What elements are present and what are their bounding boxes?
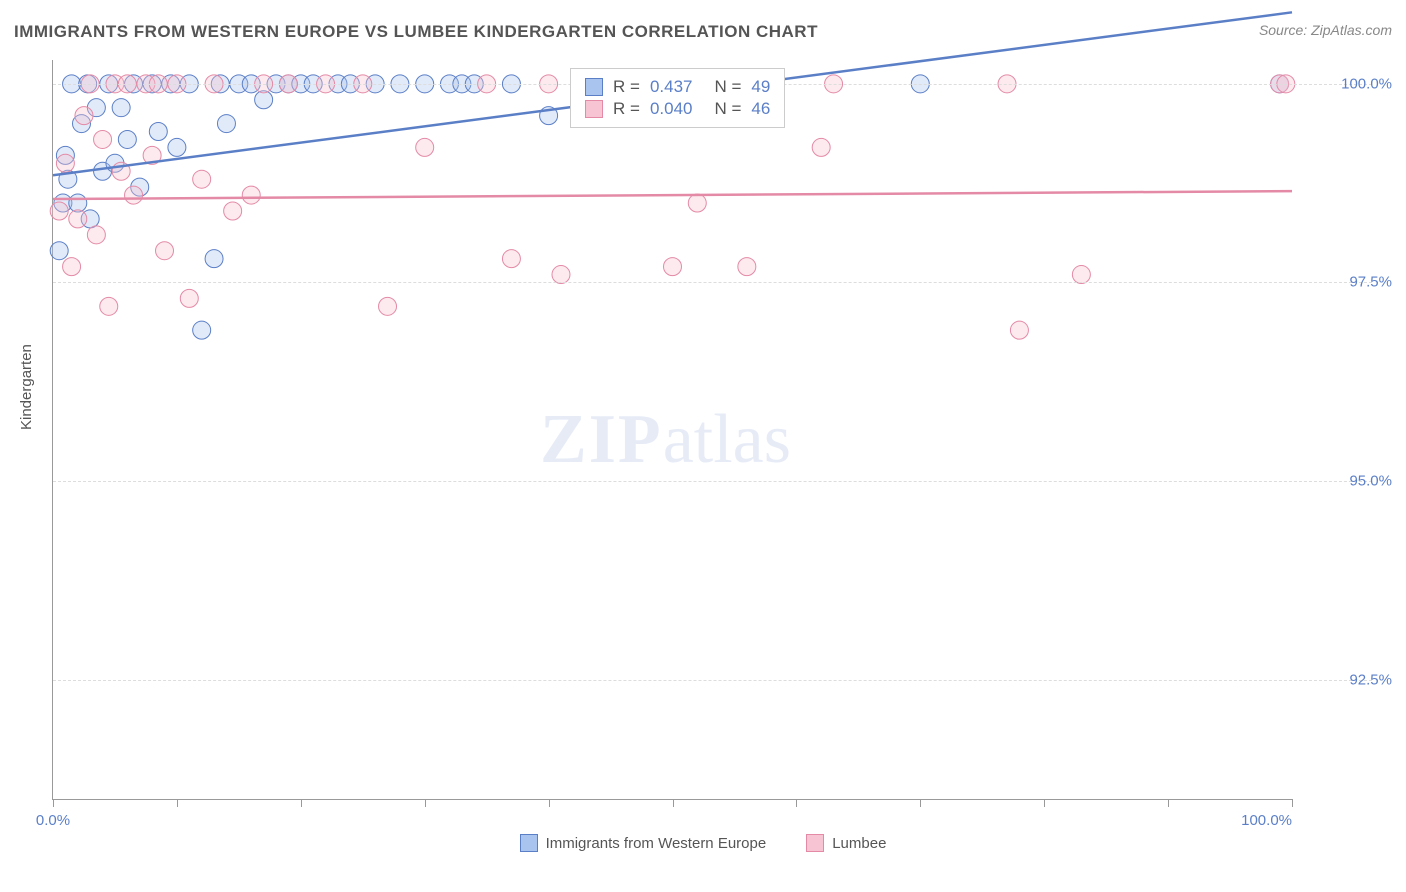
ytick-label: 95.0% — [1302, 473, 1392, 490]
data-point — [75, 107, 93, 125]
data-point — [379, 297, 397, 315]
xtick — [673, 799, 674, 807]
bottom-legend: Immigrants from Western Europe Lumbee — [0, 834, 1406, 852]
n-label: N = — [714, 99, 741, 119]
data-point — [255, 91, 273, 109]
data-point — [1072, 266, 1090, 284]
data-point — [502, 250, 520, 268]
xtick — [1292, 799, 1293, 807]
r-label: R = — [613, 77, 640, 97]
y-axis-label: Kindergarten — [18, 344, 35, 430]
r-value-series2: 0.040 — [650, 99, 693, 119]
source-attribution: Source: ZipAtlas.com — [1259, 22, 1392, 38]
chart-title: IMMIGRANTS FROM WESTERN EUROPE VS LUMBEE… — [14, 22, 818, 42]
plot-svg — [53, 60, 1292, 799]
legend-label-series1: Immigrants from Western Europe — [546, 835, 767, 852]
gridline — [53, 282, 1372, 283]
data-point — [125, 186, 143, 204]
n-value-series2: 46 — [751, 99, 770, 119]
data-point — [205, 250, 223, 268]
data-point — [156, 242, 174, 260]
stats-legend-box: R = 0.437 N = 49 R = 0.040 N = 46 — [570, 68, 785, 128]
data-point — [193, 321, 211, 339]
data-point — [50, 242, 68, 260]
xtick — [53, 799, 54, 807]
legend-item-series2: Lumbee — [806, 834, 886, 852]
swatch-series1 — [585, 78, 603, 96]
data-point — [63, 258, 81, 276]
data-point — [1010, 321, 1028, 339]
xtick — [796, 799, 797, 807]
data-point — [180, 289, 198, 307]
stats-row-series2: R = 0.040 N = 46 — [585, 99, 770, 119]
legend-label-series2: Lumbee — [832, 835, 886, 852]
regression-line — [53, 191, 1292, 199]
chart-container: IMMIGRANTS FROM WESTERN EUROPE VS LUMBEE… — [0, 0, 1406, 892]
data-point — [149, 123, 167, 141]
n-value-series1: 49 — [751, 77, 770, 97]
data-point — [416, 138, 434, 156]
data-point — [242, 186, 260, 204]
data-point — [100, 297, 118, 315]
swatch-icon — [806, 834, 824, 852]
data-point — [56, 154, 74, 172]
data-point — [812, 138, 830, 156]
data-point — [217, 115, 235, 133]
n-label: N = — [714, 77, 741, 97]
xtick — [549, 799, 550, 807]
data-point — [69, 194, 87, 212]
xtick — [1044, 799, 1045, 807]
legend-item-series1: Immigrants from Western Europe — [520, 834, 767, 852]
data-point — [112, 99, 130, 117]
data-point — [118, 130, 136, 148]
data-point — [50, 202, 68, 220]
data-point — [94, 130, 112, 148]
data-point — [168, 138, 186, 156]
data-point — [193, 170, 211, 188]
xtick-label: 100.0% — [1241, 812, 1292, 829]
data-point — [738, 258, 756, 276]
gridline — [53, 481, 1372, 482]
data-point — [688, 194, 706, 212]
r-value-series1: 0.437 — [650, 77, 693, 97]
plot-area: 92.5%95.0%97.5%100.0%0.0%100.0% — [52, 60, 1292, 800]
data-point — [87, 226, 105, 244]
gridline — [53, 680, 1372, 681]
xtick — [425, 799, 426, 807]
data-point — [664, 258, 682, 276]
swatch-series2 — [585, 100, 603, 118]
swatch-icon — [520, 834, 538, 852]
r-label: R = — [613, 99, 640, 119]
data-point — [552, 266, 570, 284]
xtick-label: 0.0% — [36, 812, 70, 829]
ytick-label: 100.0% — [1302, 75, 1392, 92]
data-point — [224, 202, 242, 220]
ytick-label: 92.5% — [1302, 671, 1392, 688]
data-point — [69, 210, 87, 228]
xtick — [177, 799, 178, 807]
xtick — [1168, 799, 1169, 807]
ytick-label: 97.5% — [1302, 274, 1392, 291]
xtick — [920, 799, 921, 807]
xtick — [301, 799, 302, 807]
stats-row-series1: R = 0.437 N = 49 — [585, 77, 770, 97]
